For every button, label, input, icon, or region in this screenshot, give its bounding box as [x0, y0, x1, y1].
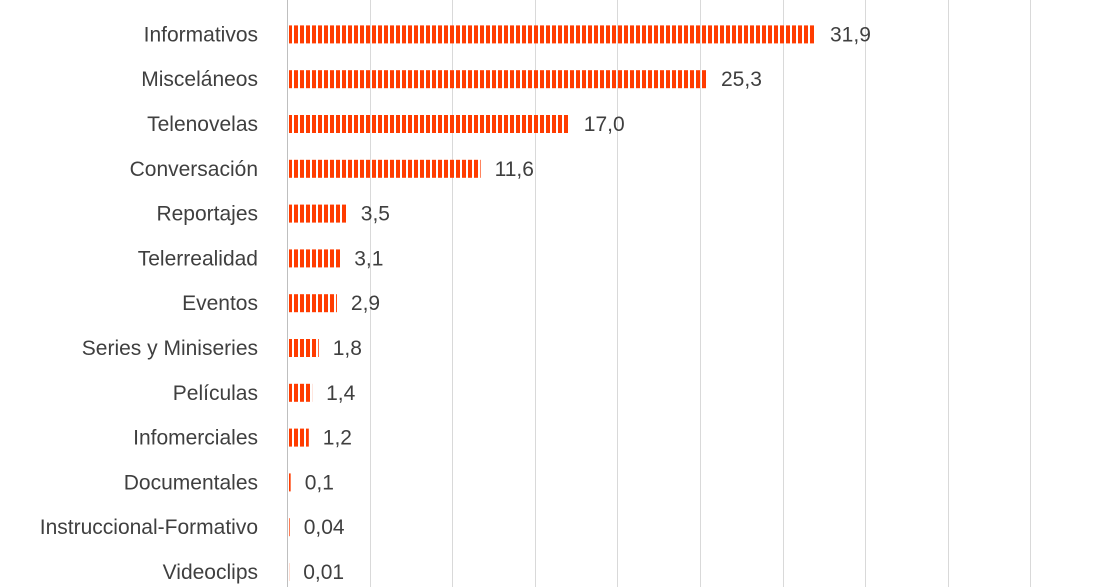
value-label: 1,2 [323, 427, 352, 450]
value-label: 3,5 [361, 203, 390, 226]
value-label: 25,3 [721, 68, 762, 91]
category-label: Series y Miniseries [82, 337, 258, 360]
bar-infomerciales [289, 428, 309, 447]
value-label: 0,01 [303, 561, 344, 584]
value-label: 3,1 [354, 247, 383, 270]
value-label: 1,4 [326, 382, 356, 405]
bar-instruccional-formativo [289, 518, 290, 537]
category-label: Telerrealidad [138, 247, 258, 270]
category-label: Conversación [130, 158, 258, 181]
category-label: Infomerciales [133, 427, 258, 450]
bar-documentales [289, 473, 291, 492]
category-label: Telenovelas [147, 113, 258, 136]
value-label: 31,9 [830, 23, 871, 46]
category-labels: Informativos Misceláneos Telenovelas Conver… [40, 23, 258, 584]
bar-eventos [289, 294, 337, 313]
value-label: 0,04 [304, 516, 345, 539]
value-label: 2,9 [351, 292, 380, 315]
bar-informativos [289, 25, 816, 44]
category-label: Películas [173, 382, 258, 405]
gridlines [370, 0, 1031, 587]
category-label: Instruccional-Formativo [40, 516, 258, 539]
bar-telerrealidad [289, 249, 341, 268]
bars [289, 25, 816, 581]
category-label: Eventos [182, 292, 258, 315]
category-label: Misceláneos [141, 68, 258, 91]
category-label: Reportajes [156, 203, 258, 226]
bar-conversación [289, 159, 481, 178]
value-label: 11,6 [495, 158, 534, 181]
category-label: Documentales [124, 471, 258, 494]
value-label: 17,0 [584, 113, 625, 136]
bar-películas [289, 383, 313, 402]
bar-misceláneos [289, 70, 707, 89]
category-label: Videoclips [163, 561, 258, 584]
bar-telenovelas [289, 115, 570, 133]
value-labels: 31,9 25,3 17,0 11,6 3,5 3,1 2,9 1,8 1,4 1,2 0,1 0,0… [303, 23, 871, 584]
value-label: 1,8 [333, 337, 362, 360]
bar-reportajes [289, 204, 347, 223]
bar-series-y-miniseries [289, 339, 319, 357]
category-label: Informativos [144, 23, 258, 46]
value-label: 0,1 [305, 471, 334, 494]
